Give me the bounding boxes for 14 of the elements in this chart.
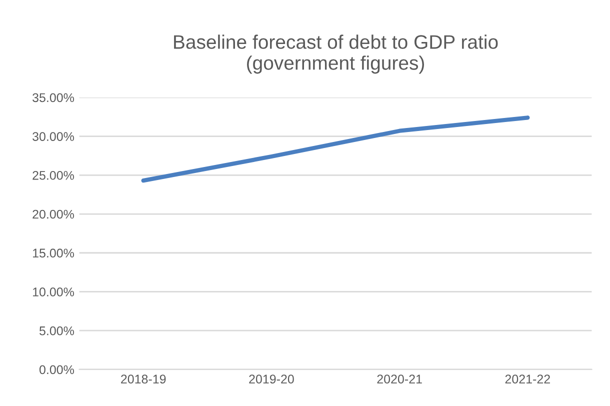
y-tick-label: 20.00% <box>32 210 74 219</box>
line-series <box>141 116 530 183</box>
chart-title: Baseline forecast of debt to GDP ratio (government figures) <box>174 34 498 74</box>
y-tick-label: 10.00% <box>33 288 74 296</box>
x-tick-label: 2019-20 <box>249 374 294 384</box>
y-tick-label: 5.00% <box>39 326 74 336</box>
x-tick-label: 2020-21 <box>377 374 422 384</box>
y-tick-label: 0.00% <box>39 365 74 374</box>
y-tick-label: 30.00% <box>32 132 74 141</box>
x-tick-label: 2021-22 <box>505 374 550 384</box>
y-tick-label: 15.00% <box>33 248 74 258</box>
x-tick-label: 2018-19 <box>121 374 166 384</box>
y-tick-label: 35.00% <box>32 93 74 102</box>
y-tick-label: 25.00% <box>32 170 74 180</box>
